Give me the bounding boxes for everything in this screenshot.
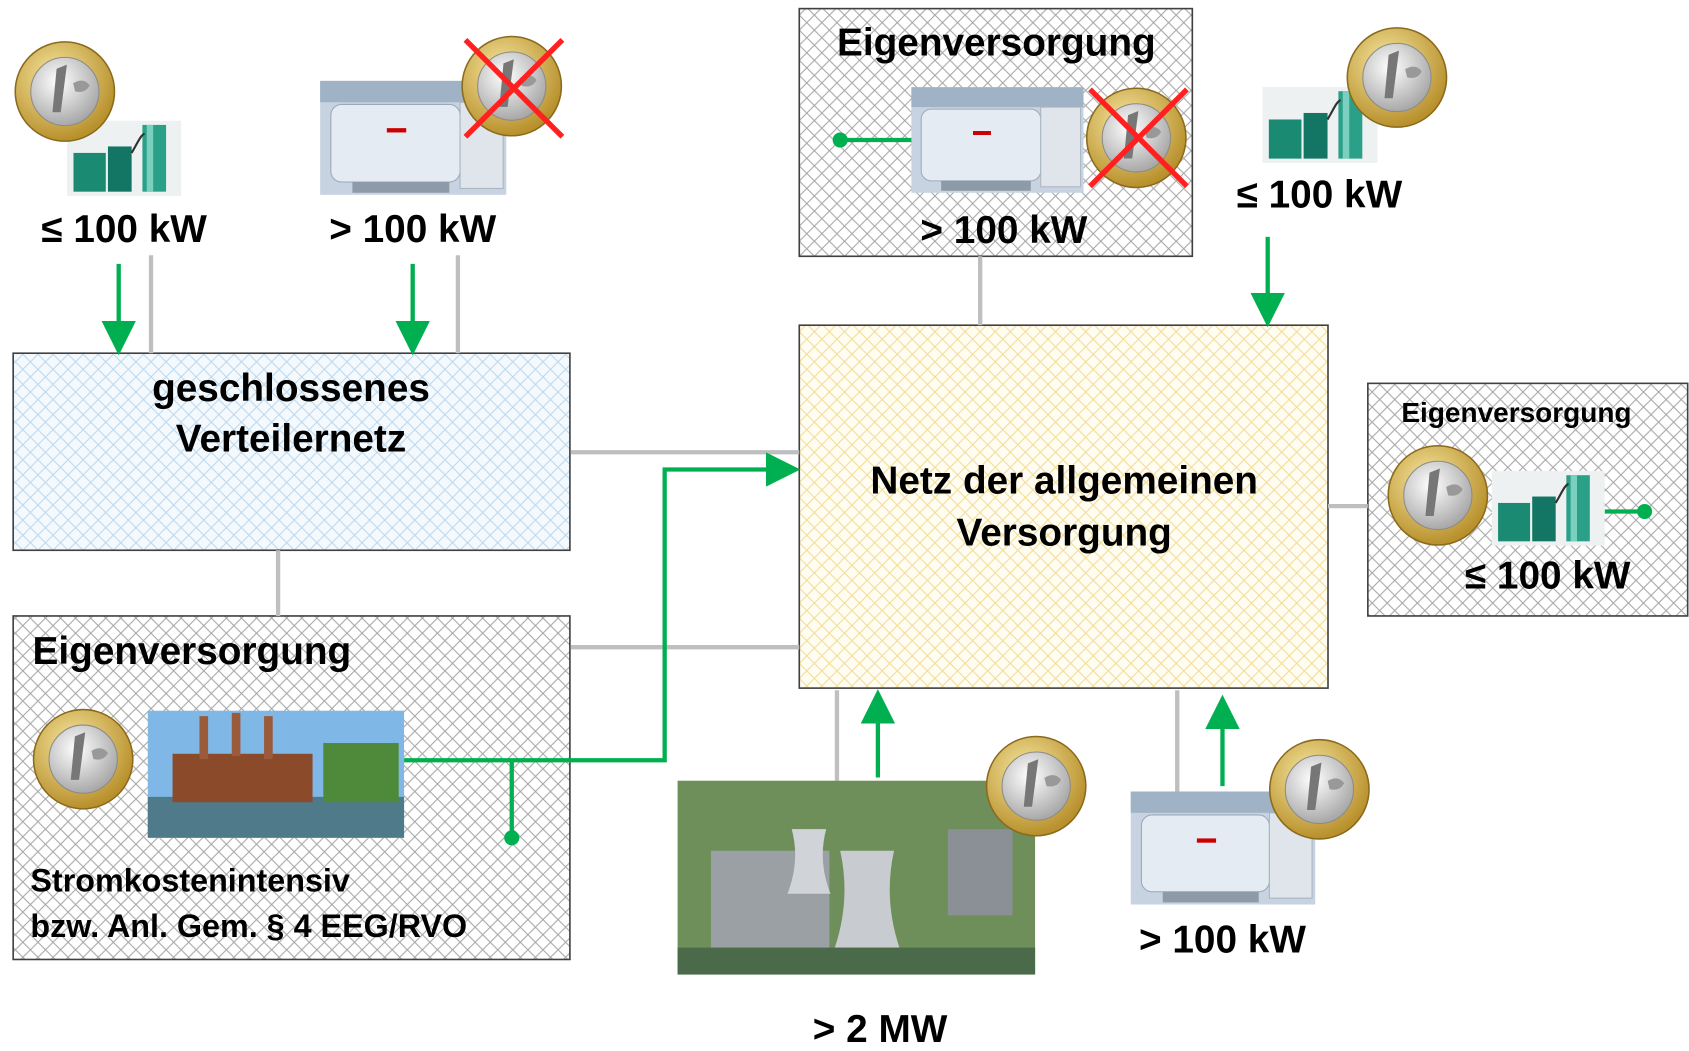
power-plant-photo [148,711,404,838]
box-note: bzw. Anl. Gem. § 4 EEG/RVO [30,908,467,944]
plant-label: > 100 kW [1139,918,1306,961]
public-grid-box [799,325,1328,688]
plant-label: ≤ 100 kW [1237,173,1403,216]
box-title: Eigenversorgung [1401,397,1631,428]
plant-label: ≤ 100 kW [41,208,207,251]
box-title: Eigenversorgung [33,630,352,673]
box-title: geschlossenes [152,367,430,410]
diagram: ≤ 100 kW > 100 kW ≤ 100 kW > 100 kW > 2 … [0,0,1689,1051]
box-title: Eigenversorgung [837,21,1156,64]
box-note: Stromkostenintensiv [30,863,349,899]
box-title: Versorgung [957,511,1172,554]
page: ≤ 100 kW > 100 kW ≤ 100 kW > 100 kW > 2 … [0,0,1689,1051]
plant-label: ≤ 100 kW [1465,554,1631,597]
power-plant-photo [678,781,1036,975]
plant-label: > 100 kW [920,209,1087,252]
plant-label: > 2 MW [813,1008,948,1051]
box-title: Netz der allgemeinen [870,460,1258,503]
plant-label: > 100 kW [329,208,496,251]
box-title: Verteilernetz [176,418,406,461]
